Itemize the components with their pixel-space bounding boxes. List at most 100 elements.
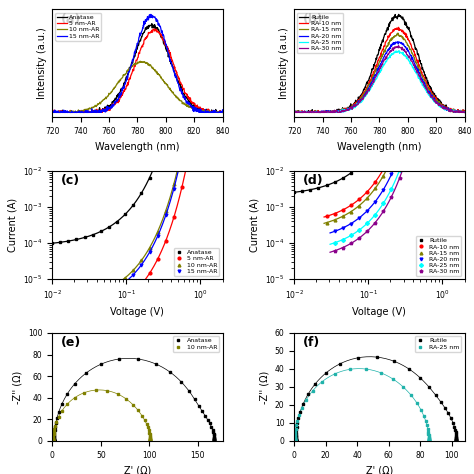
- Anatase: [132, 53, 137, 59]
- X-axis label: Wavelength (nm): Wavelength (nm): [95, 142, 180, 152]
- X-axis label: Voltage (V): Voltage (V): [352, 307, 406, 317]
- Anatase: [82, 235, 87, 240]
- Rutile: [431, 92, 437, 98]
- 10 nm-AR: [146, 245, 152, 251]
- 10 nm-AR: [106, 285, 112, 291]
- 15 nm-AR: [122, 279, 128, 285]
- RA-20 nm: [389, 172, 394, 177]
- Line: RA-30 nm: RA-30 nm: [333, 0, 466, 252]
- RA-25 nm: [332, 240, 337, 246]
- 15 nm-AR: [155, 233, 161, 239]
- RA-30 nm: [462, 109, 467, 115]
- Anatase: [155, 155, 161, 161]
- Text: (d): (d): [302, 174, 323, 188]
- Rutile: [392, 15, 398, 20]
- RA-25 nm: [348, 233, 354, 238]
- Rutile: [293, 437, 299, 443]
- Rutile: [293, 437, 299, 443]
- Anatase: [130, 202, 136, 208]
- 10 nm-AR: [49, 109, 55, 115]
- RA-10 nm: [396, 25, 401, 30]
- 10 nm-AR: [187, 102, 193, 108]
- 15 nm-AR: [148, 11, 154, 17]
- 15 nm-AR: [106, 290, 112, 296]
- RA-25 nm: [413, 112, 419, 118]
- RA-10 nm: [324, 213, 329, 219]
- 10 nm-AR: [216, 109, 222, 115]
- Rutile: [296, 415, 301, 421]
- RA-25 nm: [292, 438, 298, 444]
- 5 nm-AR: [220, 109, 226, 114]
- RA-25 nm: [381, 201, 386, 206]
- 15 nm-AR: [98, 293, 104, 299]
- RA-30 nm: [383, 54, 389, 60]
- Rutile: [324, 182, 329, 188]
- RA-25 nm: [293, 422, 299, 428]
- RA-20 nm: [413, 93, 419, 99]
- RA-10 nm: [356, 197, 362, 202]
- RA-15 nm: [365, 195, 370, 201]
- RA-15 nm: [458, 109, 464, 115]
- 10 nm-AR: [137, 58, 143, 64]
- RA-30 nm: [405, 151, 410, 157]
- RA-30 nm: [397, 175, 402, 181]
- Rutile: [332, 179, 337, 185]
- RA-15 nm: [291, 109, 297, 114]
- Line: RA-25 nm: RA-25 nm: [333, 0, 466, 244]
- Text: (c): (c): [61, 174, 80, 188]
- Anatase: [135, 356, 141, 362]
- RA-20 nm: [397, 152, 402, 157]
- Rutile: [308, 187, 313, 192]
- X-axis label: Z' (Ω): Z' (Ω): [366, 465, 393, 474]
- Legend: Anatase, 5 nm-AR, 10 nm-AR, 15 nm-AR: Anatase, 5 nm-AR, 10 nm-AR, 15 nm-AR: [55, 13, 101, 41]
- Line: 15 nm-AR: 15 nm-AR: [100, 0, 224, 298]
- Anatase: [57, 239, 63, 245]
- RA-15 nm: [373, 185, 378, 191]
- 5 nm-AR: [142, 36, 147, 42]
- Y-axis label: -Z'' (Ω): -Z'' (Ω): [259, 370, 269, 403]
- RA-15 nm: [356, 203, 362, 209]
- Line: 10 nm-AR: 10 nm-AR: [52, 389, 152, 442]
- 10 nm-AR: [50, 438, 56, 444]
- RA-10 nm: [373, 179, 378, 185]
- 15 nm-AR: [195, 50, 201, 55]
- 5 nm-AR: [98, 309, 104, 315]
- X-axis label: Z' (Ω): Z' (Ω): [124, 465, 151, 474]
- RA-10 nm: [294, 109, 300, 115]
- RA-30 nm: [332, 248, 337, 254]
- 5 nm-AR: [151, 26, 157, 32]
- RA-15 nm: [292, 109, 298, 115]
- RA-25 nm: [363, 366, 368, 372]
- RA-20 nm: [356, 215, 362, 221]
- 5 nm-AR: [90, 312, 96, 318]
- RA-15 nm: [421, 29, 427, 35]
- Line: RA-20 nm: RA-20 nm: [333, 0, 466, 233]
- Anatase: [106, 224, 112, 230]
- 5 nm-AR: [130, 68, 136, 73]
- Rutile: [405, 56, 410, 62]
- Line: RA-20 nm: RA-20 nm: [294, 41, 465, 112]
- Anatase: [90, 232, 96, 237]
- RA-25 nm: [426, 438, 432, 444]
- Text: (e): (e): [61, 336, 81, 349]
- 15 nm-AR: [151, 14, 157, 20]
- Anatase: [187, 0, 193, 6]
- Line: Rutile: Rutile: [294, 356, 458, 442]
- RA-25 nm: [340, 237, 346, 242]
- 10 nm-AR: [195, 46, 201, 51]
- RA-25 nm: [429, 21, 435, 27]
- RA-15 nm: [324, 220, 329, 226]
- Anatase: [49, 240, 55, 246]
- RA-30 nm: [392, 44, 398, 50]
- Line: RA-10 nm: RA-10 nm: [294, 27, 465, 112]
- RA-10 nm: [389, 150, 394, 156]
- RA-25 nm: [384, 58, 390, 64]
- RA-20 nm: [373, 72, 379, 78]
- Anatase: [149, 21, 155, 27]
- Line: 10 nm-AR: 10 nm-AR: [52, 61, 223, 112]
- RA-10 nm: [373, 63, 378, 69]
- Rutile: [340, 175, 346, 181]
- Y-axis label: Current (A): Current (A): [249, 198, 259, 252]
- 10 nm-AR: [142, 59, 147, 64]
- 10 nm-AR: [130, 62, 136, 68]
